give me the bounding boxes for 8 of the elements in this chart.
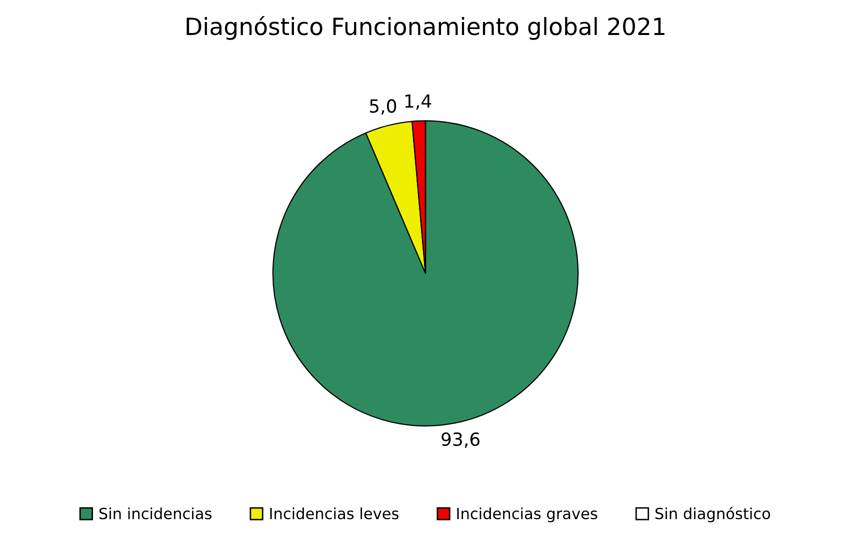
data-label: 93,6 bbox=[442, 432, 480, 448]
legend-label: Incidencias graves bbox=[457, 507, 598, 522]
legend-label: Sin diagnóstico bbox=[655, 506, 770, 522]
legend-label: Incidencias leves bbox=[270, 507, 398, 520]
chart-title: Diagnóstico Funcionamiento global 2021 bbox=[186, 16, 664, 40]
legend-label: Sin incidencias bbox=[99, 507, 212, 520]
data-label: 1,4 bbox=[405, 94, 432, 110]
data-label: 5,0 bbox=[370, 99, 396, 115]
